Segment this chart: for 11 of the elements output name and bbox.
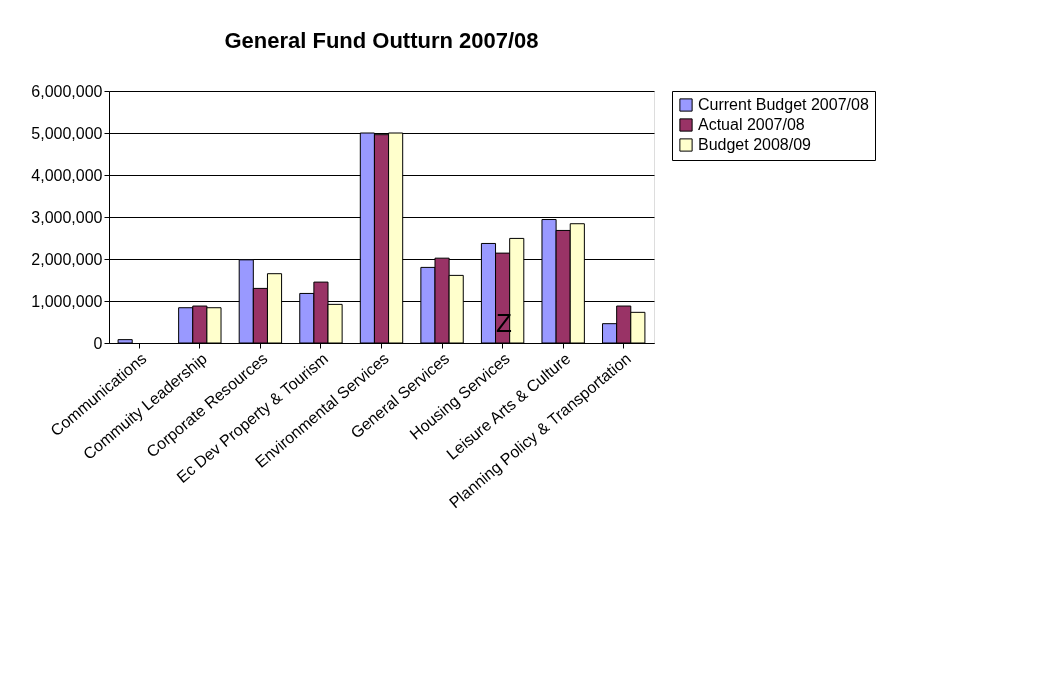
y-tick-label: 1,000,000 [31, 292, 103, 310]
y-tick-label: 3,000,000 [31, 208, 103, 226]
legend-label: Actual 2007/08 [698, 116, 805, 133]
y-tick-label: 6,000,000 [31, 82, 103, 100]
chart-title: General Fund Outturn 2007/08 [224, 28, 539, 53]
legend-label: Budget 2008/09 [698, 136, 812, 153]
y-tick-label: 0 [93, 334, 103, 352]
y-tick-label: 2,000,000 [31, 250, 103, 268]
legend-label: Current Budget 2007/08 [698, 96, 869, 113]
y-tick-label: 5,000,000 [31, 124, 103, 142]
y-tick-label: 4,000,000 [31, 166, 103, 184]
